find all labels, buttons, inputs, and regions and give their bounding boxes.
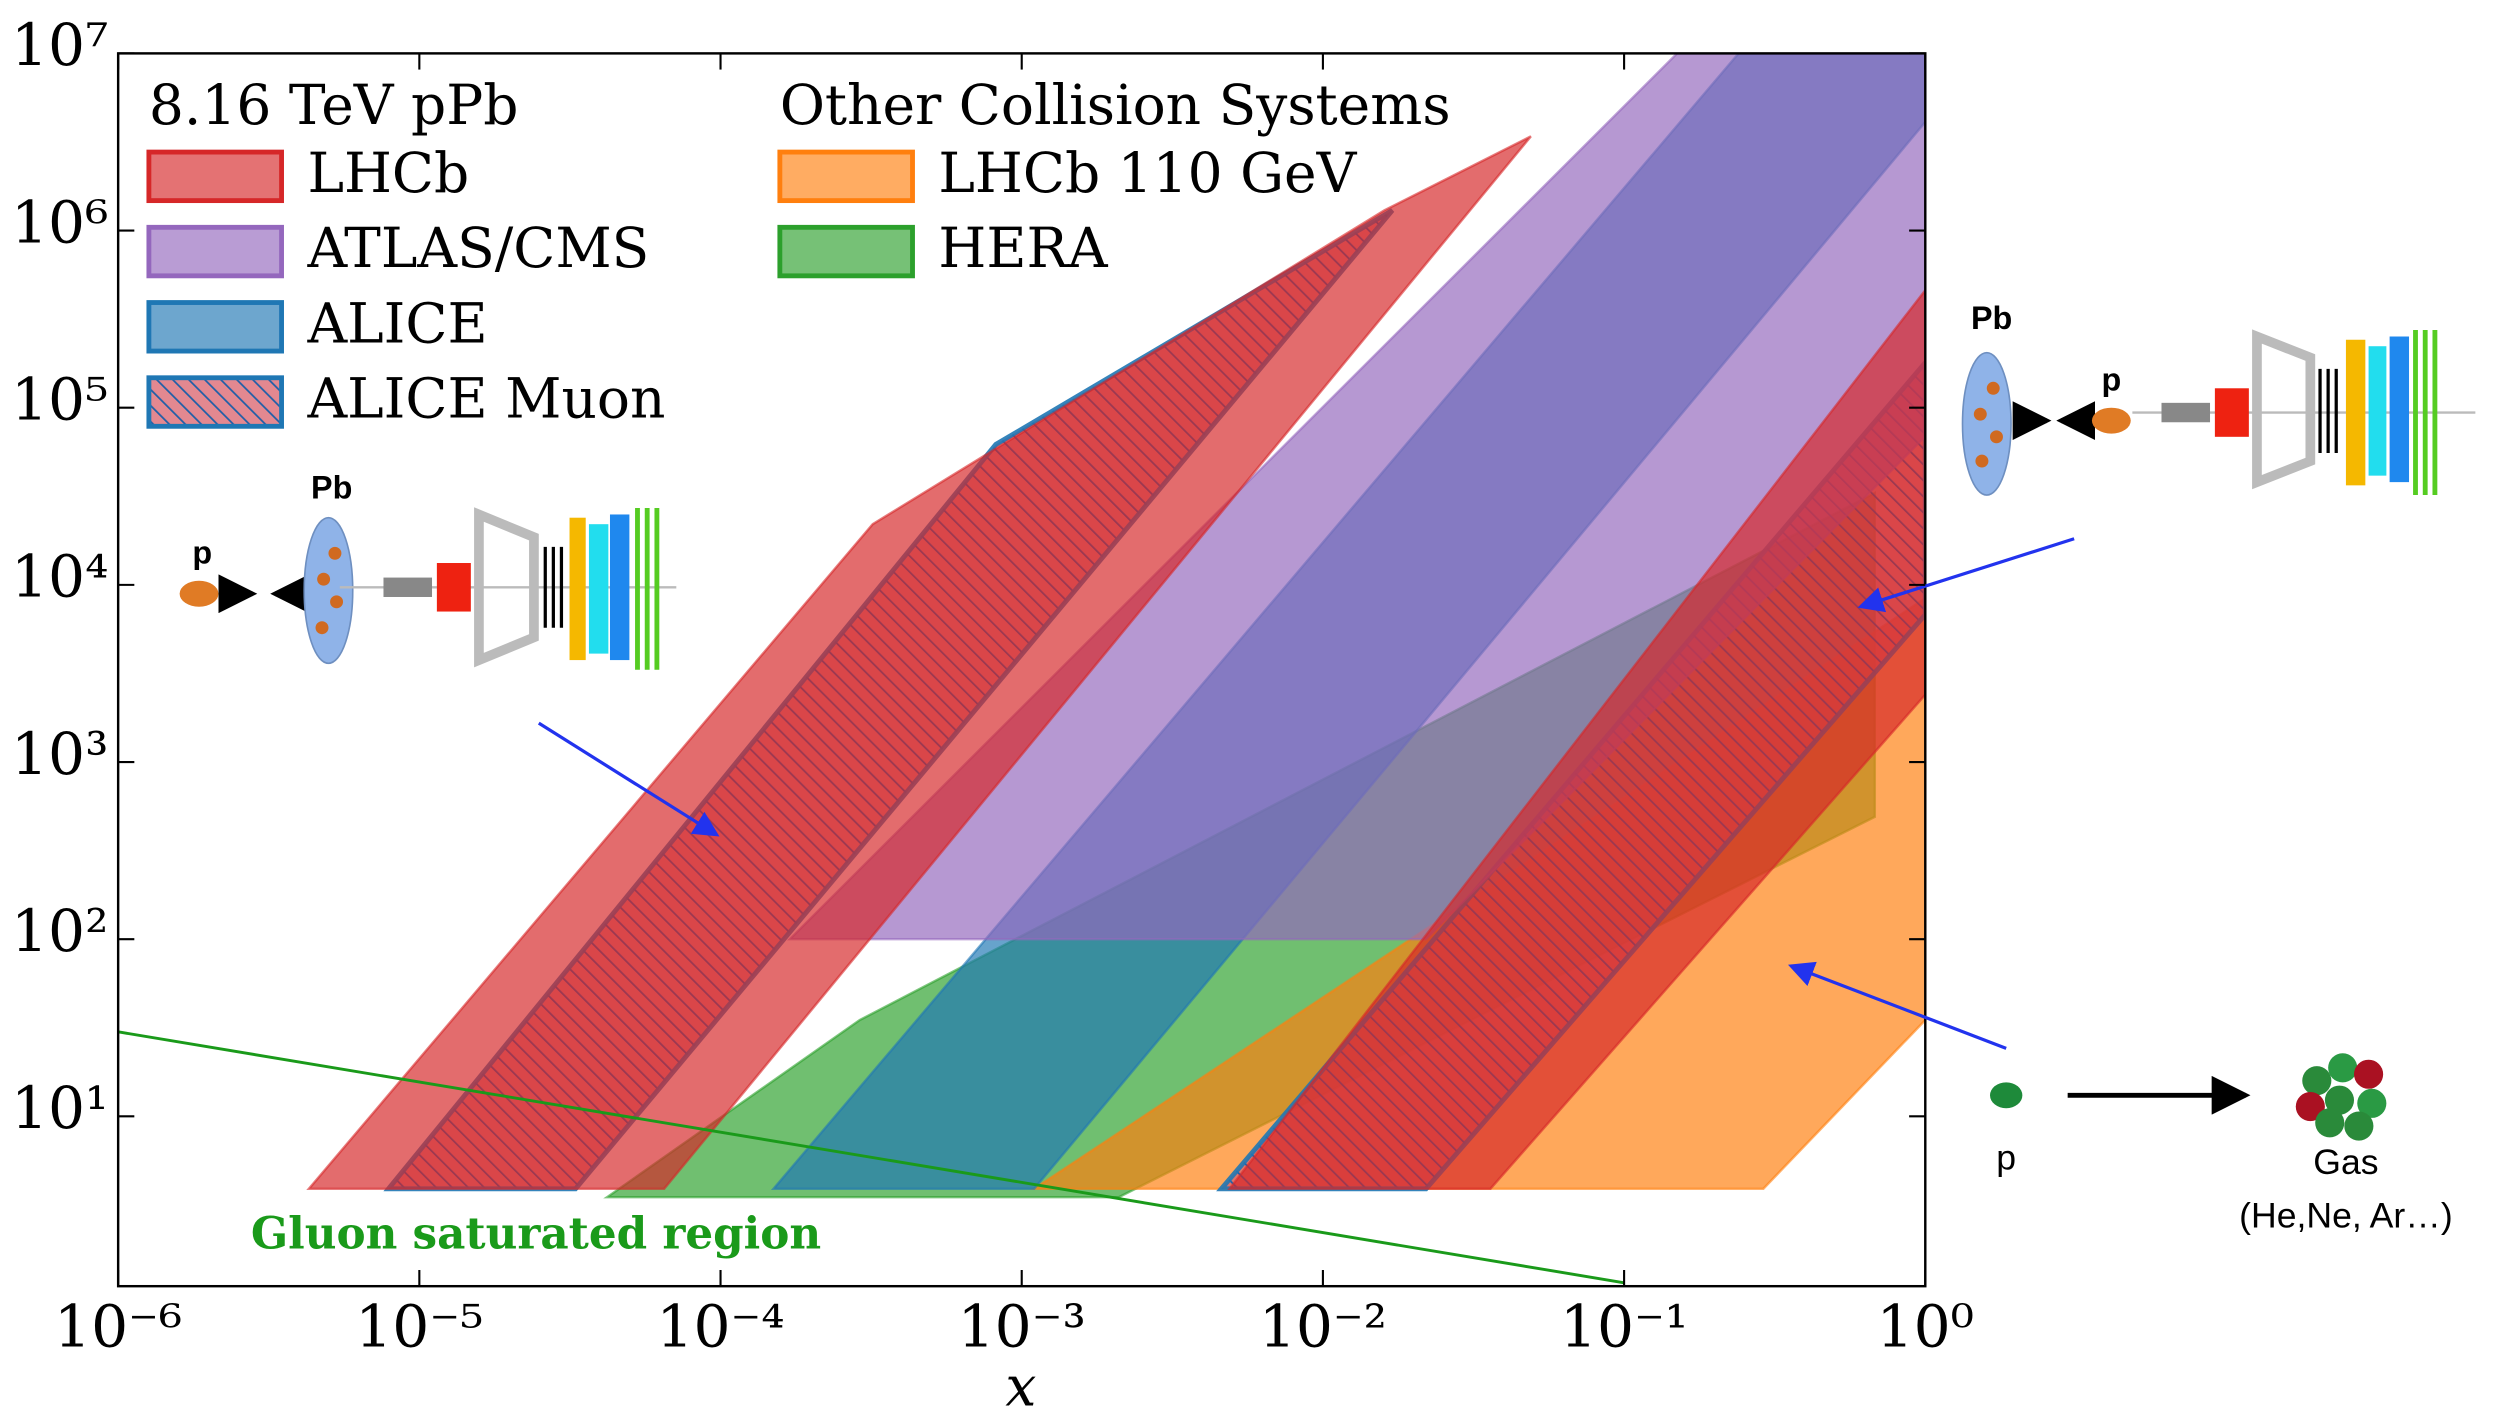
beam-label: Pb (311, 470, 352, 506)
detector-diagram: Pb p (1961, 300, 2476, 496)
x-tick-label: 10⁰ (1877, 1293, 1974, 1361)
legend-swatch (777, 224, 915, 279)
y-tick-label: 10⁶ (11, 188, 108, 256)
legend-swatch (146, 224, 284, 279)
line-label: Gluon saturated region (251, 1209, 821, 1260)
x-tick-label: 10⁻⁶ (54, 1293, 182, 1361)
x-tick-label: 10⁻⁵ (355, 1293, 483, 1361)
y-tick-label: 10³ (11, 720, 108, 788)
legend-label: ALICE Muon (306, 367, 665, 431)
beam-label: p (192, 534, 212, 570)
region (1227, 288, 1926, 1191)
x-axis-label: x (1005, 1354, 1036, 1414)
legend-swatch (146, 149, 284, 204)
y-tick-label: 10⁵ (11, 365, 108, 433)
region (306, 135, 1532, 1191)
y-tick-label: 10⁴ (11, 543, 108, 611)
annotation: (He,Ne, Ar…) (2239, 1196, 2453, 1236)
legend-label: LHCb 110 GeV (938, 141, 1357, 205)
y-tick-label: 10⁷ (11, 11, 108, 79)
plot-area (118, 53, 1926, 1285)
legend-label: ALICE (306, 291, 487, 355)
x-tick-label: 10⁻² (1259, 1293, 1387, 1361)
legend-label: HERA (938, 216, 1109, 280)
detector-diagram: p Pb (179, 470, 677, 670)
x-tick-label: 10⁻⁴ (656, 1293, 784, 1361)
x-tick-label: 10⁻¹ (1560, 1293, 1688, 1361)
y-tick-label: 10¹ (11, 1074, 108, 1142)
arrow (1857, 537, 2075, 613)
x-tick-label: 10⁻³ (958, 1293, 1086, 1361)
beam-label: Pb (1971, 300, 2012, 336)
arrow (1787, 961, 2007, 1050)
fixed-target-diagram: p Gas (He,Ne, Ar…) (1990, 1053, 2453, 1236)
saturation-line (118, 1030, 1625, 1285)
legend-swatch (146, 300, 284, 354)
legend-title: Other Collision Systems (780, 73, 1451, 137)
beam-label: p (1996, 1137, 2016, 1177)
annotation: Gas (2313, 1142, 2378, 1182)
legend-title: 8.16 TeV pPb (149, 73, 519, 137)
beam-label: p (2101, 361, 2121, 397)
arrow (537, 721, 720, 837)
y-tick-label: 10² (11, 897, 108, 965)
legend-label: ATLAS/CMS (306, 216, 649, 280)
legend-swatch (777, 149, 915, 204)
legend-swatch (146, 375, 284, 429)
legend-label: LHCb (307, 141, 469, 205)
